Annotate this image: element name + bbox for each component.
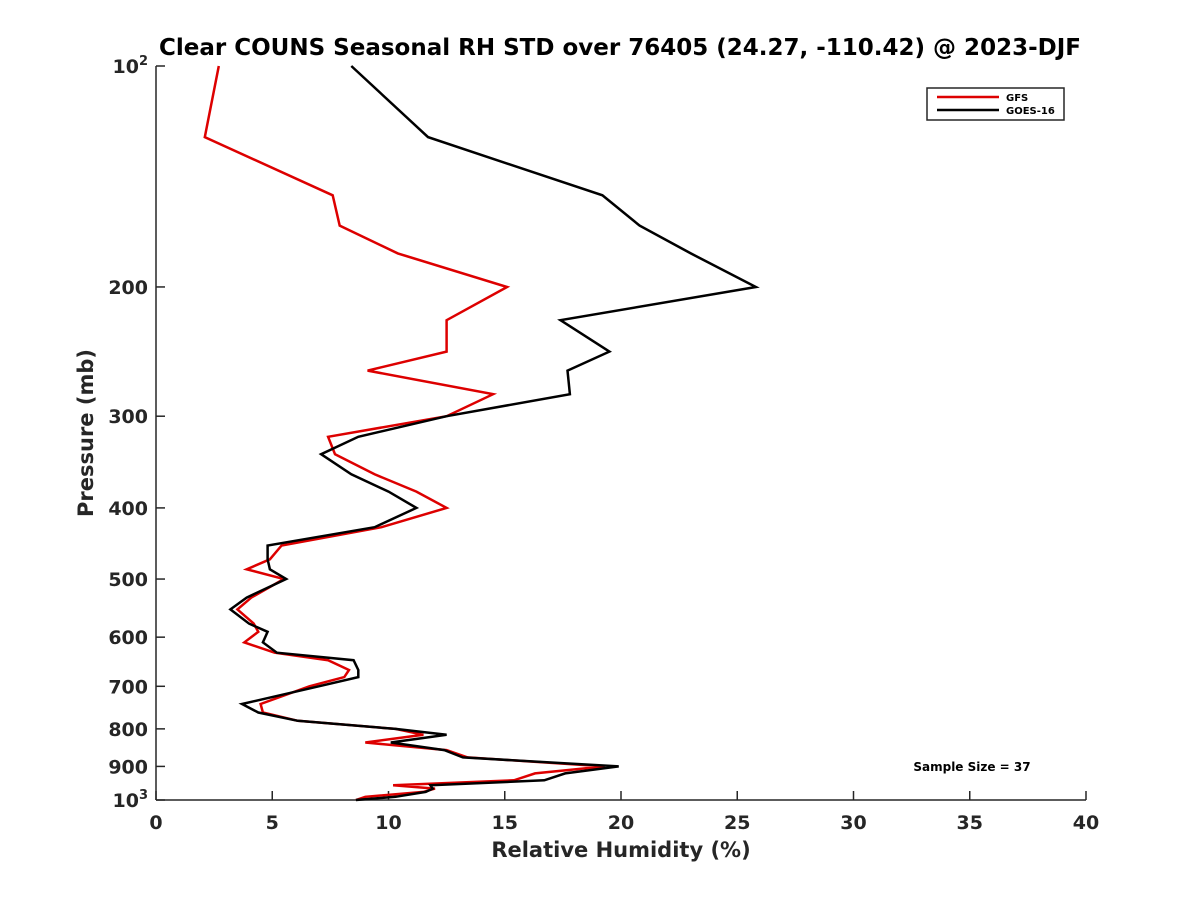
y-tick-label: 102: [113, 54, 149, 78]
series-line-goes-16: [228, 65, 760, 802]
sample-size-annotation: Sample Size = 37: [913, 760, 1030, 774]
y-tick-label: 700: [108, 676, 148, 698]
x-tick-label: 30: [840, 812, 866, 834]
series-layer: [203, 65, 760, 802]
x-axis-ticks: 0 5 10 15 20 25 30 35 40: [149, 791, 1099, 834]
x-tick-label: 40: [1073, 812, 1099, 834]
x-tick-label: 15: [492, 812, 518, 834]
legend-box: [926, 87, 1065, 121]
y-axis-label: Pressure (mb): [74, 349, 98, 517]
chart-title: Clear COUNS Seasonal RH STD over 76405 (…: [159, 35, 1081, 61]
x-tick-label: 0: [149, 812, 162, 834]
y-tick-label: 103: [113, 788, 149, 812]
x-axis-label: Relative Humidity (%): [491, 838, 750, 862]
y-tick-label: 300: [108, 406, 148, 428]
y-tick-label: 800: [108, 719, 148, 741]
x-tick-label: 5: [266, 812, 279, 834]
y-tick-label: 500: [108, 569, 148, 591]
plot-frame: [155, 66, 1086, 801]
y-tick-label: 900: [108, 756, 148, 778]
x-tick-label: 10: [375, 812, 401, 834]
y-tick-label: 400: [108, 498, 148, 520]
y-tick-label: 200: [108, 277, 148, 299]
y-axis-ticks: 102 200 300 400 500 600 700 800 900 103: [108, 54, 165, 812]
x-tick-label: 25: [724, 812, 750, 834]
x-tick-label: 20: [608, 812, 634, 834]
legend-label-goes-16: GOES-16: [1006, 106, 1055, 117]
x-tick-label: 35: [957, 812, 983, 834]
legend: GFS GOES-16: [926, 87, 1065, 121]
legend-label-gfs: GFS: [1006, 93, 1028, 104]
y-tick-label: 600: [108, 627, 148, 649]
